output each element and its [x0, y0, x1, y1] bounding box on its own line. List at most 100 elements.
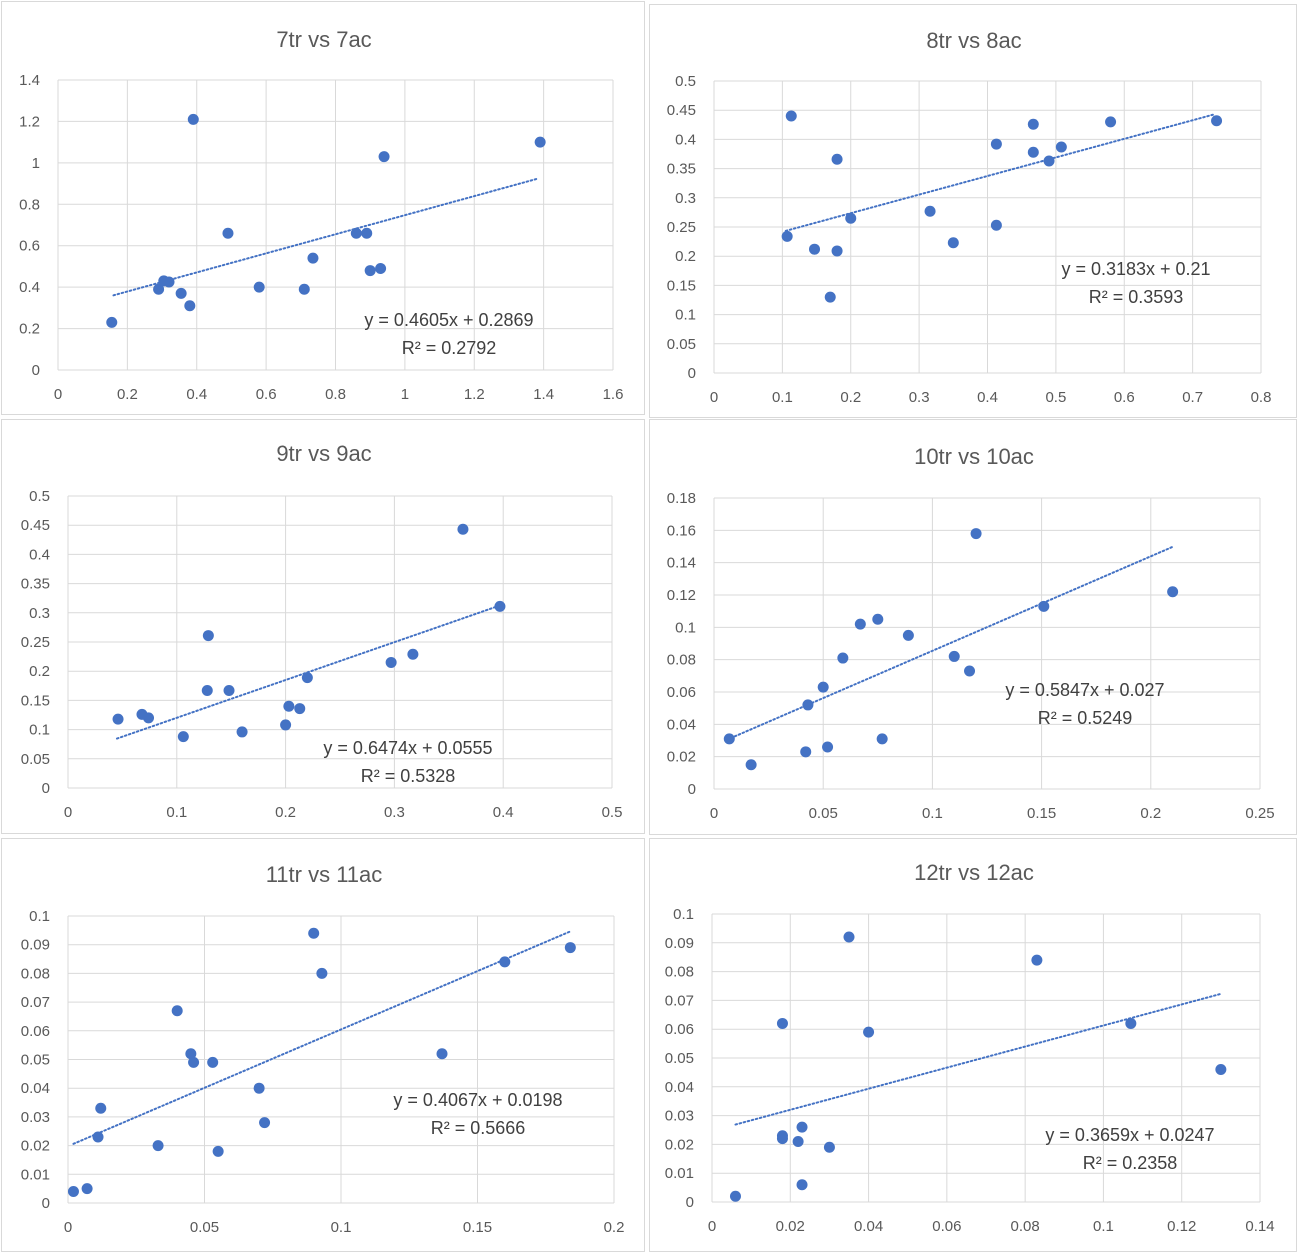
- x-tick-label: 1.4: [533, 386, 554, 403]
- y-tick-label: 0.2: [29, 663, 50, 680]
- y-tick-label: 0.14: [667, 555, 696, 572]
- y-tick-label: 0.2: [675, 248, 696, 265]
- data-point: [499, 956, 511, 968]
- x-tick-label: 0.02: [776, 1218, 805, 1235]
- data-point: [294, 703, 306, 715]
- y-tick-label: 0.01: [21, 1166, 50, 1183]
- x-tick-label: 0.14: [1245, 1218, 1274, 1235]
- data-point: [745, 759, 757, 771]
- y-tick-label: 0.45: [21, 517, 50, 534]
- x-tick-label: 0.2: [275, 804, 296, 821]
- chart-title: 11tr vs 11ac: [266, 862, 383, 887]
- data-point: [253, 281, 265, 293]
- x-tick-label: 0.2: [1140, 805, 1161, 822]
- x-tick-label: 0.1: [331, 1219, 352, 1236]
- y-tick-label: 0.5: [29, 488, 50, 505]
- data-point: [171, 1005, 183, 1017]
- x-tick-label: 0.5: [1045, 389, 1066, 406]
- chart-11-svg: 11tr vs 11ac 0 0.01 0.02 0.03 0.04 0.05 0.06 0.0…: [21, 862, 625, 1236]
- trendline-equation: y = 0.3183x + 0.21: [1061, 259, 1210, 279]
- data-point: [92, 1131, 104, 1143]
- chart-panel-7: 7tr vs 7ac 0 0.2 0.4 0.6 0.8 1 1.2 1.4 0 0.2 0.4 0.6…: [1, 1, 645, 415]
- trendline-equation: y = 0.6474x + 0.0555: [323, 738, 492, 758]
- data-point: [112, 713, 124, 725]
- data-point: [1167, 586, 1179, 598]
- y-tick-label: 0.05: [665, 1050, 694, 1067]
- data-point: [307, 252, 319, 264]
- x-tick-label: 0: [54, 386, 62, 403]
- r-squared-label: R² = 0.5249: [1038, 708, 1133, 728]
- y-tick-label: 0.05: [667, 336, 696, 353]
- y-tick-label: 0.07: [21, 994, 50, 1011]
- data-point: [964, 665, 976, 677]
- y-tick-label: 0.09: [665, 935, 694, 952]
- trendline-equation: y = 0.4605x + 0.2869: [364, 310, 533, 330]
- y-tick-label: 0.15: [667, 277, 696, 294]
- x-tick-label: 1: [401, 386, 409, 403]
- y-tick-label: 0.35: [667, 161, 696, 178]
- r-squared-label: R² = 0.2358: [1083, 1153, 1178, 1173]
- y-tick-label: 0.06: [21, 1023, 50, 1040]
- y-tick-label: 0.35: [21, 576, 50, 593]
- data-point: [796, 1121, 808, 1133]
- data-point: [781, 230, 793, 242]
- trendline: [726, 545, 1174, 741]
- data-point: [831, 245, 843, 257]
- data-point: [152, 1140, 164, 1152]
- data-point: [876, 733, 888, 745]
- x-tick-label: 0.2: [117, 386, 138, 403]
- data-point: [723, 733, 735, 745]
- chart-7-svg: 7tr vs 7ac 0 0.2 0.4 0.6 0.8 1 1.2 1.4 0 0.2 0.4 0.6…: [19, 27, 623, 403]
- x-tick-label: 0.8: [325, 386, 346, 403]
- y-tick-label: 0.08: [665, 964, 694, 981]
- x-tick-label: 0.1: [166, 804, 187, 821]
- x-tick-label: 0.5: [602, 804, 623, 821]
- y-tick-label: 0.03: [665, 1108, 694, 1125]
- data-point: [316, 967, 328, 979]
- y-tick-label: 0.1: [675, 307, 696, 324]
- data-point: [95, 1102, 107, 1114]
- y-tick-label: 0.06: [665, 1021, 694, 1038]
- data-point: [436, 1048, 448, 1060]
- x-tick-label: 0.1: [922, 805, 943, 822]
- data-point: [361, 227, 373, 239]
- data-point: [1027, 146, 1039, 158]
- data-point: [185, 1048, 197, 1060]
- y-tick-label: 0: [686, 1194, 694, 1211]
- y-tick-label: 0.02: [667, 749, 696, 766]
- data-point: [494, 600, 506, 612]
- data-point: [1038, 600, 1050, 612]
- chart-title: 8tr vs 8ac: [926, 28, 1021, 53]
- y-tick-label: 0.3: [29, 605, 50, 622]
- y-tick-label: 0.08: [667, 652, 696, 669]
- data-point: [184, 300, 196, 312]
- trendline-equation: y = 0.4067x + 0.0198: [393, 1090, 562, 1110]
- y-tick-label: 0.07: [665, 992, 694, 1009]
- y-tick-label: 0.1: [675, 619, 696, 636]
- data-point: [407, 648, 419, 660]
- data-point: [153, 283, 165, 295]
- x-tick-label: 0.1: [1093, 1218, 1114, 1235]
- chart-title: 12tr vs 12ac: [914, 860, 1034, 885]
- data-point: [163, 276, 175, 288]
- chart-panel-9: 9tr vs 9ac 0 0.05 0.1 0.15 0.2 0.25 0.3 0.35 0.4 0…: [1, 419, 645, 834]
- chart-10-svg: 10tr vs 10ac 0 0.02 0.04 0.06 0.08 0.1 0.12 0.14…: [667, 444, 1275, 822]
- data-point: [534, 136, 546, 148]
- data-point: [823, 1141, 835, 1153]
- chart-title: 7tr vs 7ac: [276, 27, 371, 52]
- data-point: [990, 138, 1002, 150]
- y-tick-label: 0.08: [21, 965, 50, 982]
- data-point: [1125, 1017, 1137, 1029]
- data-point: [776, 1017, 788, 1029]
- y-tick-label: 0.12: [667, 587, 696, 604]
- data-point: [202, 630, 214, 642]
- data-point: [378, 151, 390, 163]
- data-point: [796, 1179, 808, 1191]
- data-point: [970, 528, 982, 540]
- trendline-equation: y = 0.5847x + 0.027: [1005, 680, 1164, 700]
- data-point: [1027, 118, 1039, 130]
- y-tick-label: 0.15: [21, 692, 50, 709]
- data-point: [817, 681, 829, 693]
- data-point: [308, 927, 320, 939]
- y-tick-label: 1.2: [19, 113, 40, 130]
